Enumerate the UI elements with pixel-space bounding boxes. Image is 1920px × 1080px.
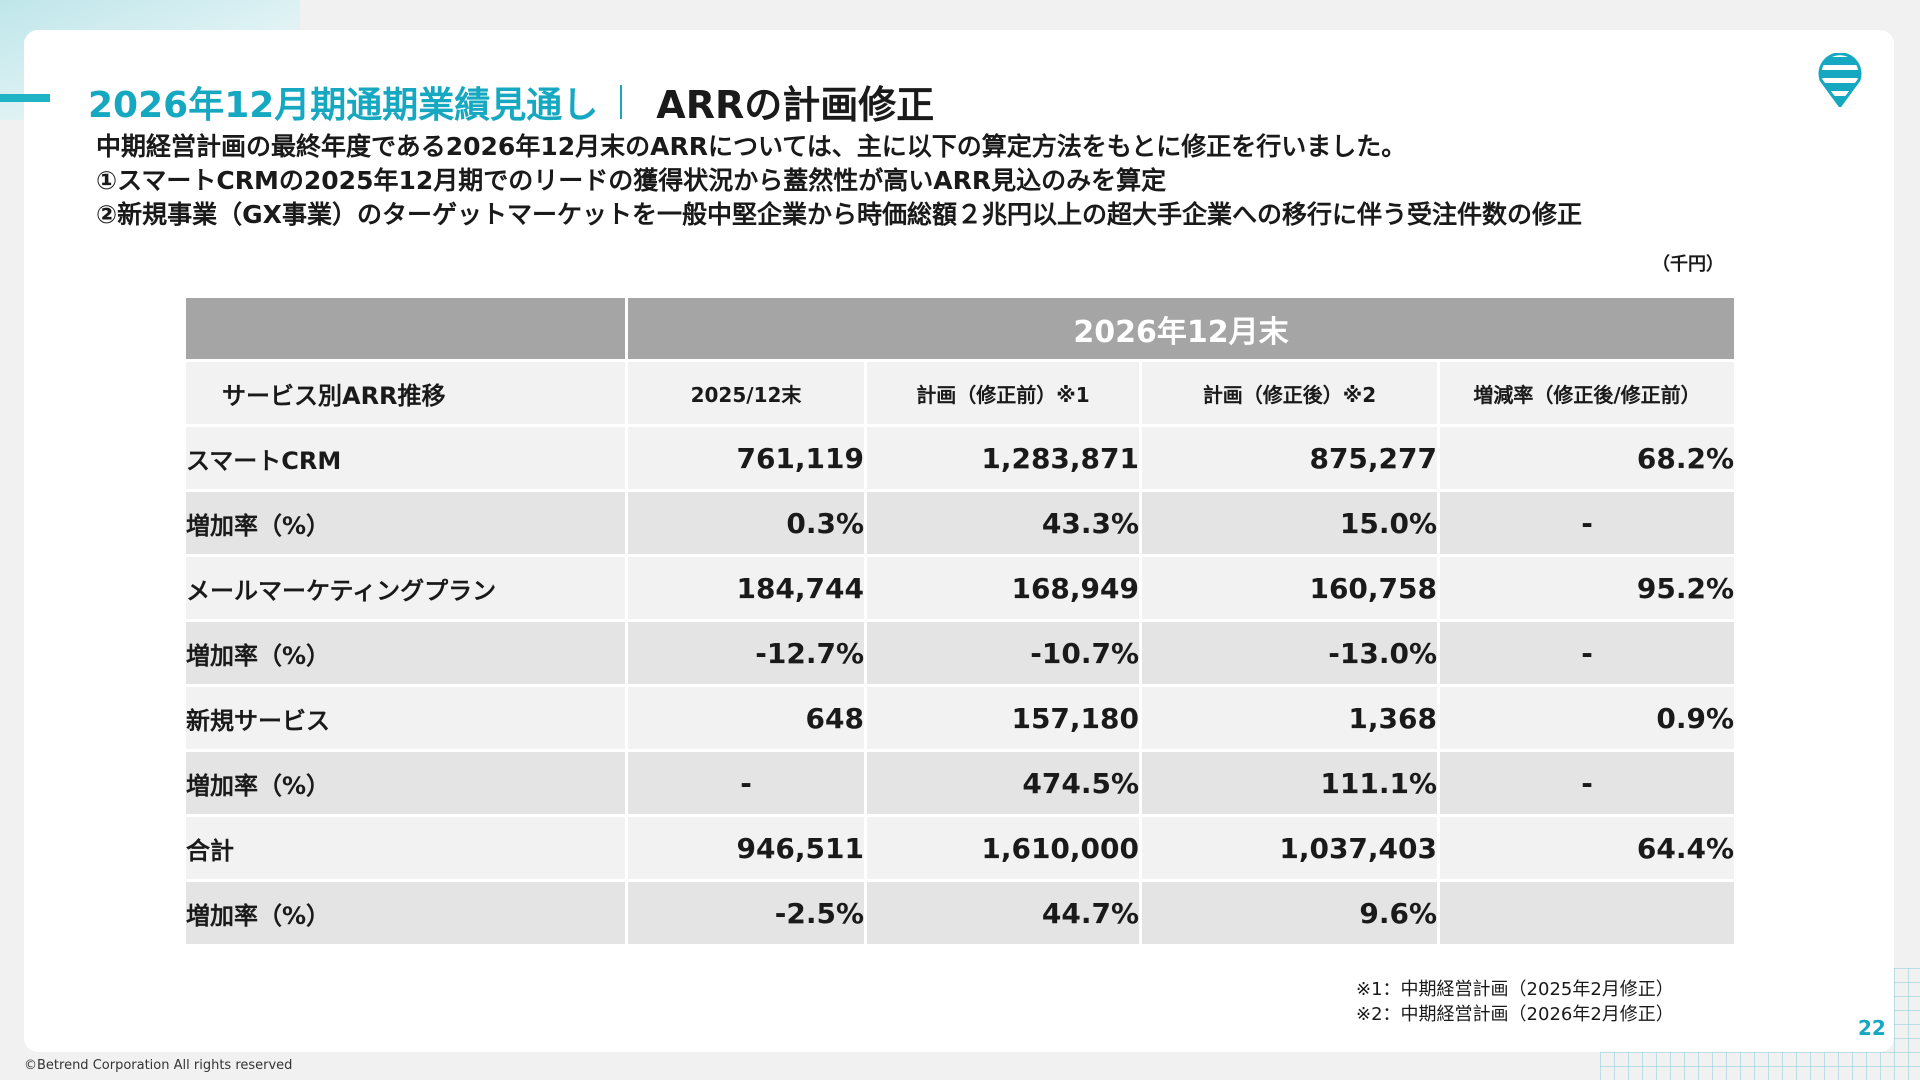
- cell-change-rate: 64.4%: [1437, 814, 1737, 882]
- cell-2025: 946,511: [625, 814, 867, 882]
- title-main: 2026年12月期通期業績見通し: [88, 84, 599, 126]
- intro-text: 中期経営計画の最終年度である2026年12月末のARRについては、主に以下の算定…: [96, 130, 1582, 232]
- cell-change-rate: 0.9%: [1437, 684, 1737, 752]
- title-accent-bar: [0, 94, 50, 102]
- cell-plan-before: 474.5%: [864, 749, 1142, 817]
- cell-change-rate: -: [1437, 489, 1737, 557]
- title-separator: [620, 84, 623, 119]
- arr-table: 2026年12月末 サービス別ARR推移 2025/12末 計画（修正前）※1 …: [183, 295, 1737, 947]
- footnote: ※1：中期経営計画（2025年2月修正）: [1356, 979, 1674, 1000]
- copyright: ©Betrend Corporation All rights reserved: [24, 1058, 293, 1073]
- table-group-header: 2026年12月末: [183, 295, 1737, 362]
- cell-change-rate: [1437, 879, 1737, 947]
- cell-plan-before: -10.7%: [864, 619, 1142, 687]
- cell-change-rate: -: [1437, 749, 1737, 817]
- footnotes: ※1：中期経営計画（2025年2月修正） ※2：中期経営計画（2026年2月修正…: [1356, 977, 1674, 1027]
- group-header-blank: [183, 295, 628, 362]
- row-label: 増加率（%）: [183, 489, 628, 557]
- cell-plan-before: 168,949: [864, 554, 1142, 622]
- table-row: 増加率（%） - 474.5% 111.1% -: [183, 749, 1737, 817]
- cell-2025: -2.5%: [625, 879, 867, 947]
- intro-line: 中期経営計画の最終年度である2026年12月末のARRについては、主に以下の算定…: [96, 132, 1407, 161]
- unit-label: （千円）: [1652, 254, 1724, 275]
- cell-change-rate: 68.2%: [1437, 424, 1737, 492]
- cell-change-rate: 95.2%: [1437, 554, 1737, 622]
- intro-line: ①スマートCRMの2025年12月期でのリードの獲得状況から蓋然性が高いARR見…: [96, 166, 1167, 195]
- row-label: 増加率（%）: [183, 619, 628, 687]
- cell-plan-after: 160,758: [1139, 554, 1440, 622]
- column-header-2025: 2025/12末: [625, 359, 867, 427]
- cell-plan-after: 111.1%: [1139, 749, 1440, 817]
- column-header-plan-before: 計画（修正前）※1: [864, 359, 1142, 427]
- column-header-plan-after: 計画（修正後）※2: [1139, 359, 1440, 427]
- cell-plan-before: 1,610,000: [864, 814, 1142, 882]
- cell-plan-after: 875,277: [1139, 424, 1440, 492]
- table-row: メールマーケティングプラン 184,744 168,949 160,758 95…: [183, 554, 1737, 622]
- table-row: 合計 946,511 1,610,000 1,037,403 64.4%: [183, 814, 1737, 882]
- intro-line: ②新規事業（GX事業）のターゲットマーケットを一般中堅企業から時価総額２兆円以上…: [96, 200, 1582, 229]
- row-label: 新規サービス: [183, 684, 628, 752]
- footnote: ※2：中期経営計画（2026年2月修正）: [1356, 1004, 1674, 1025]
- cell-plan-before: 44.7%: [864, 879, 1142, 947]
- column-header-service: サービス別ARR推移: [183, 359, 628, 427]
- table-row: 新規サービス 648 157,180 1,368 0.9%: [183, 684, 1737, 752]
- cell-change-rate: -: [1437, 619, 1737, 687]
- cell-plan-before: 157,180: [864, 684, 1142, 752]
- cell-2025: 761,119: [625, 424, 867, 492]
- cell-plan-after: 1,368: [1139, 684, 1440, 752]
- cell-2025: 184,744: [625, 554, 867, 622]
- row-label: メールマーケティングプラン: [183, 554, 628, 622]
- table-row: スマートCRM 761,119 1,283,871 875,277 68.2%: [183, 424, 1737, 492]
- title-sub: ARRの計画修正: [656, 83, 935, 127]
- cell-2025: -: [625, 749, 867, 817]
- table-header-row: サービス別ARR推移 2025/12末 計画（修正前）※1 計画（修正後）※2 …: [183, 359, 1737, 427]
- row-label: 増加率（%）: [183, 749, 628, 817]
- cell-plan-after: -13.0%: [1139, 619, 1440, 687]
- table-row: 増加率（%） -12.7% -10.7% -13.0% -: [183, 619, 1737, 687]
- row-label: スマートCRM: [183, 424, 628, 492]
- row-label: 増加率（%）: [183, 879, 628, 947]
- row-label: 合計: [183, 814, 628, 882]
- table-row: 増加率（%） -2.5% 44.7% 9.6%: [183, 879, 1737, 947]
- slide-title: 2026年12月期通期業績見通し ARRの計画修正: [88, 74, 934, 129]
- cell-2025: 648: [625, 684, 867, 752]
- column-header-change-rate: 増減率（修正後/修正前）: [1437, 359, 1737, 427]
- page-number: 22: [1858, 1016, 1886, 1040]
- cell-plan-before: 1,283,871: [864, 424, 1142, 492]
- cell-plan-before: 43.3%: [864, 489, 1142, 557]
- cell-plan-after: 15.0%: [1139, 489, 1440, 557]
- cell-2025: -12.7%: [625, 619, 867, 687]
- cell-plan-after: 9.6%: [1139, 879, 1440, 947]
- group-header-label: 2026年12月末: [625, 295, 1737, 362]
- cell-plan-after: 1,037,403: [1139, 814, 1440, 882]
- cell-2025: 0.3%: [625, 489, 867, 557]
- table-row: 増加率（%） 0.3% 43.3% 15.0% -: [183, 489, 1737, 557]
- company-logo-icon: [1818, 53, 1862, 107]
